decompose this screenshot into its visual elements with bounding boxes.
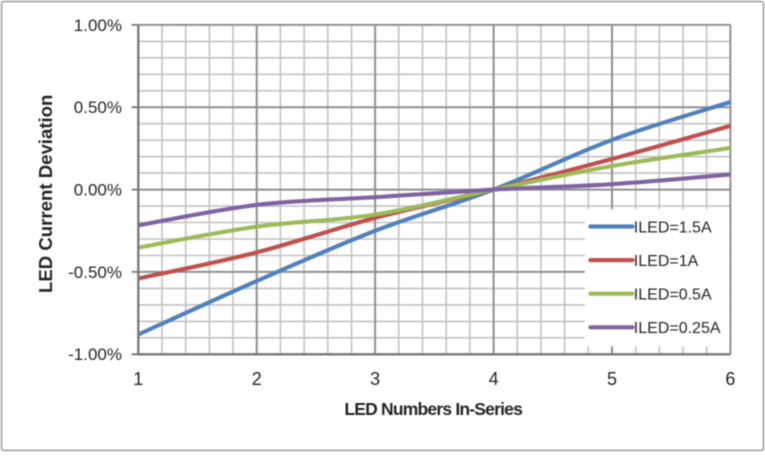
svg-text:LED Numbers In-Series: LED Numbers In-Series (344, 399, 523, 419)
svg-text:0.50%: 0.50% (74, 98, 122, 117)
svg-text:-1.00%: -1.00% (68, 345, 122, 364)
svg-text:0.00%: 0.00% (74, 181, 122, 200)
svg-text:ILED=0.5A: ILED=0.5A (634, 287, 712, 304)
svg-text:ILED=1.5A: ILED=1.5A (634, 219, 712, 236)
svg-text:1.00%: 1.00% (74, 16, 122, 35)
svg-text:5: 5 (607, 369, 617, 389)
svg-text:ILED=0.25A: ILED=0.25A (634, 320, 721, 337)
svg-text:2: 2 (252, 369, 262, 389)
svg-text:LED Current Deviation: LED Current Deviation (35, 95, 56, 293)
svg-text:1: 1 (133, 369, 143, 389)
svg-text:6: 6 (725, 369, 735, 389)
svg-text:3: 3 (370, 369, 380, 389)
svg-text:ILED=1A: ILED=1A (634, 253, 699, 270)
svg-text:-0.50%: -0.50% (68, 263, 122, 282)
svg-text:4: 4 (489, 369, 499, 389)
